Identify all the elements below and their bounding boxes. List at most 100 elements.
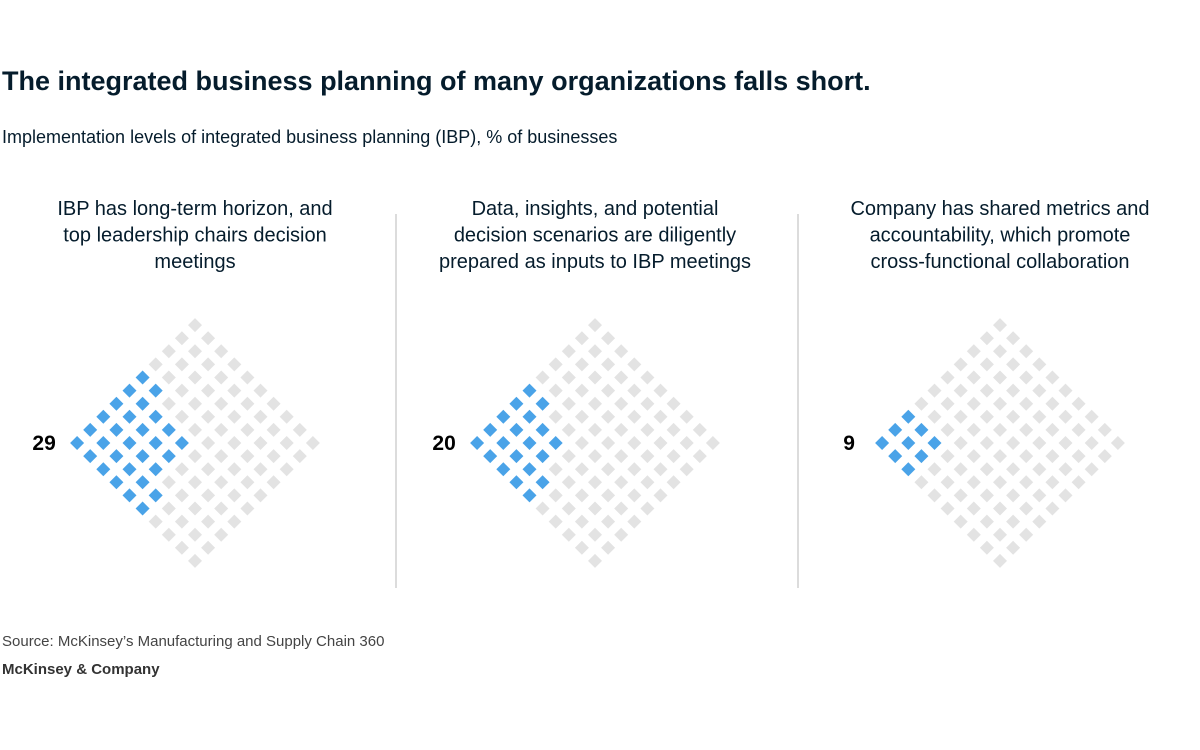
waffle-cell-empty — [188, 422, 202, 437]
waffle-cell-empty — [1032, 514, 1047, 529]
waffle-cell-empty — [174, 462, 189, 477]
waffle-cell-empty — [601, 436, 616, 450]
waffle-cell-filled — [509, 422, 524, 437]
waffle-cell-empty — [640, 422, 655, 437]
waffle-cell-filled — [135, 475, 150, 490]
waffle-cell-empty — [253, 488, 268, 503]
waffle-cell-empty — [993, 553, 1007, 568]
waffle-cell-empty — [1019, 501, 1034, 516]
waffle-cell-empty — [574, 514, 589, 529]
waffle-cell-empty — [279, 462, 294, 477]
waffle-cell-empty — [227, 409, 242, 424]
waffle-cell-empty — [201, 540, 216, 555]
waffle-cell-filled — [70, 436, 85, 450]
waffle-cell-empty — [161, 501, 176, 516]
waffle-cell-empty — [588, 396, 602, 411]
waffle-cell-empty — [927, 383, 942, 398]
waffle-cell-empty — [188, 344, 202, 359]
waffle-cell-empty — [561, 527, 576, 542]
waffle-cell-empty — [679, 436, 694, 450]
waffle-cell-filled — [901, 409, 916, 424]
waffle-cell-empty — [653, 383, 668, 398]
waffle-cell-empty — [574, 357, 589, 372]
waffle-cell-filled — [496, 436, 511, 450]
waffle-cell-empty — [666, 422, 681, 437]
waffle-cell-empty — [940, 475, 955, 490]
waffle-cell-filled — [148, 488, 163, 503]
waffle-cell-empty — [1097, 422, 1112, 437]
waffle-cell-empty — [653, 436, 668, 450]
waffle-cell-empty — [161, 370, 176, 385]
waffle-cell-empty — [214, 344, 229, 359]
panel-label-line: prepared as inputs to IBP meetings — [439, 251, 751, 273]
waffle-cell-empty — [266, 475, 281, 490]
waffle-cell-empty — [614, 344, 629, 359]
waffle-cell-filled — [161, 449, 176, 464]
waffle-cell-empty — [161, 527, 176, 542]
waffle-cell-filled — [96, 409, 111, 424]
waffle-cell-empty — [1006, 383, 1021, 398]
waffle-cell-empty — [574, 540, 589, 555]
waffle-cell-empty — [174, 331, 189, 346]
waffle-cell-empty — [993, 501, 1007, 516]
waffle-cell-empty — [601, 462, 616, 477]
panel-label-line: Company has shared metrics and — [850, 198, 1149, 220]
waffle-cell-empty — [561, 344, 576, 359]
waffle-cell-empty — [588, 422, 602, 437]
waffle-cell-empty — [653, 488, 668, 503]
waffle-cell-empty — [614, 396, 629, 411]
waffle-cell-empty — [227, 514, 242, 529]
waffle-cell-empty — [1045, 449, 1060, 464]
waffle-cell-filled — [148, 462, 163, 477]
waffle-cell-empty — [174, 409, 189, 424]
waffle-cell-empty — [292, 449, 307, 464]
waffle-cell-empty — [240, 475, 255, 490]
waffle-cell-empty — [574, 488, 589, 503]
waffle-cell-filled — [483, 422, 498, 437]
waffle-cell-empty — [614, 501, 629, 516]
waffle-cell-empty — [953, 383, 968, 398]
waffle-cell-filled — [83, 449, 98, 464]
waffle-cell-empty — [979, 331, 994, 346]
waffle-cell-empty — [953, 462, 968, 477]
panel-label-line: meetings — [154, 251, 235, 273]
waffle-cell-empty — [640, 370, 655, 385]
waffle-cell-empty — [993, 318, 1007, 333]
waffle-cell-empty — [227, 436, 242, 450]
waffle-cell-empty — [574, 409, 589, 424]
waffle-cell-empty — [614, 449, 629, 464]
waffle-cell-empty — [927, 409, 942, 424]
waffle-cell-empty — [588, 553, 602, 568]
waffle-cell-filled — [161, 422, 176, 437]
waffle-cell-empty — [1032, 462, 1047, 477]
waffle-cell-empty — [993, 396, 1007, 411]
waffle-cell-empty — [614, 370, 629, 385]
waffle-cell-empty — [240, 396, 255, 411]
waffle-cell-empty — [993, 449, 1007, 464]
waffle-cell-empty — [679, 462, 694, 477]
waffle-cell-empty — [966, 449, 981, 464]
waffle-cell-filled — [122, 462, 137, 477]
waffle-cell-empty — [640, 449, 655, 464]
waffle-cell-filled — [109, 396, 124, 411]
waffle-cell-empty — [588, 344, 602, 359]
waffle-cell-empty — [240, 422, 255, 437]
waffle-cell-empty — [548, 409, 563, 424]
waffle-cell-empty — [1045, 370, 1060, 385]
waffle-cell-empty — [1071, 396, 1086, 411]
waffle-cell-empty — [627, 488, 642, 503]
waffle-cell-empty — [1032, 357, 1047, 372]
waffle-cell-empty — [201, 331, 216, 346]
waffle-cell-filled — [901, 436, 916, 450]
waffle-cell-filled — [509, 475, 524, 490]
waffle-cell-empty — [561, 449, 576, 464]
waffle-cell-empty — [601, 540, 616, 555]
waffle-cell-empty — [1006, 409, 1021, 424]
waffle-cell-empty — [227, 488, 242, 503]
waffle-cell-empty — [214, 501, 229, 516]
waffle-cell-empty — [201, 462, 216, 477]
waffle-cell-empty — [148, 357, 163, 372]
waffle-cell-empty — [640, 475, 655, 490]
waffle-cell-empty — [535, 501, 550, 516]
waffle-cell-empty — [940, 370, 955, 385]
